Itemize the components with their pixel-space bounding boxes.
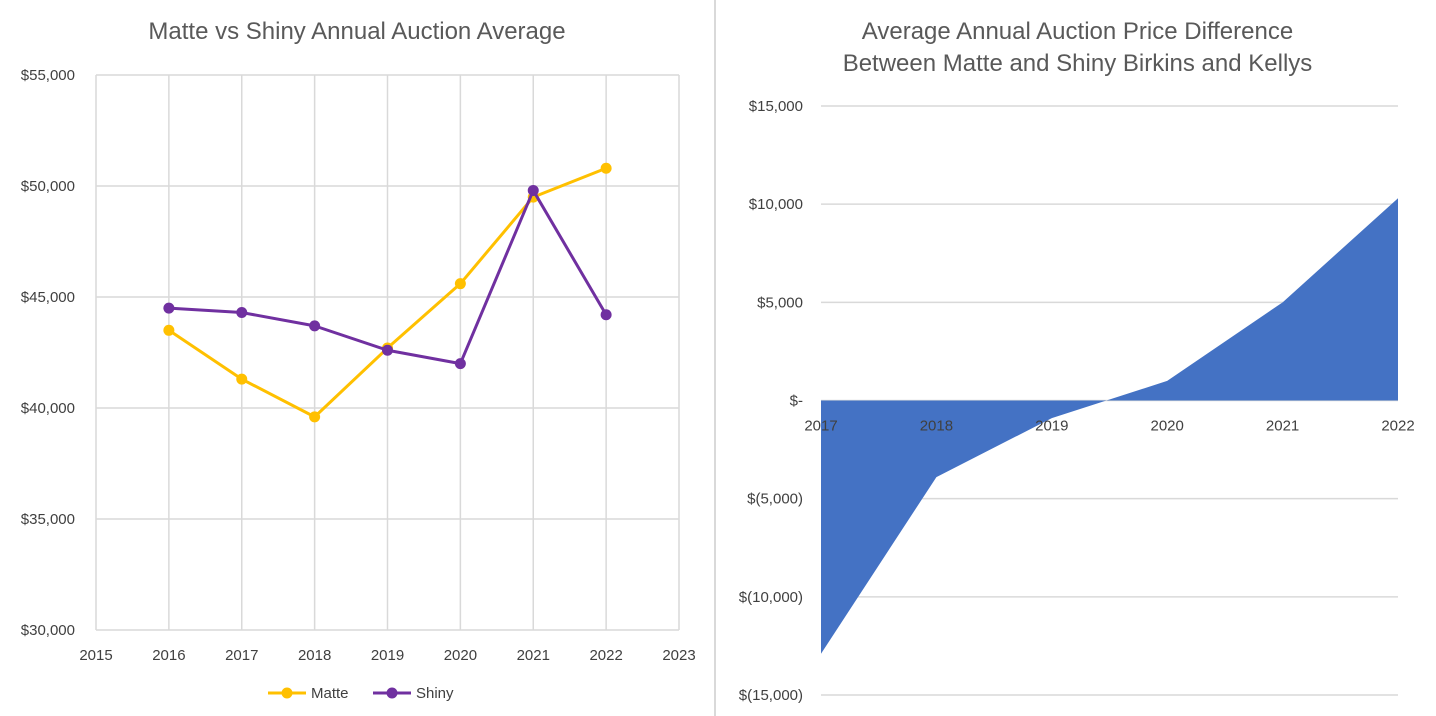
matte-point <box>454 278 466 290</box>
left-x-tick-label: 2020 <box>444 647 477 664</box>
right-chart-title-line-1: Average Annual Auction Price Difference <box>861 18 1294 45</box>
left-chart-title: Matte vs Shiny Annual Auction Average <box>148 18 566 45</box>
shiny-point <box>527 184 539 196</box>
left-y-tick-label: $35,000 <box>21 511 75 528</box>
shiny-legend-marker <box>386 687 398 699</box>
right-x-tick-label: 2019 <box>1035 418 1068 435</box>
left-x-tick-label: 2019 <box>371 647 404 664</box>
right-y-tick-label: $5,000 <box>757 294 803 311</box>
left-legend: Matte Shiny <box>268 685 454 702</box>
right-x-tick-label: 2017 <box>804 418 837 435</box>
shiny-legend-label: Shiny <box>416 685 454 702</box>
right-x-tick-label: 2018 <box>920 418 953 435</box>
right-chart-panel: Average Annual Auction Price Difference … <box>719 0 1436 716</box>
right-x-tick-label: 2022 <box>1381 418 1414 435</box>
matte-point <box>236 373 248 385</box>
left-x-tick-label: 2021 <box>517 647 550 664</box>
matte-point <box>163 324 175 336</box>
shiny-point <box>309 320 321 332</box>
left-y-tick-label: $55,000 <box>21 67 75 84</box>
left-y-tick-label: $40,000 <box>21 400 75 417</box>
shiny-point <box>236 307 248 319</box>
right-x-tick-label: 2021 <box>1266 418 1299 435</box>
right-y-tick-label: $(5,000) <box>747 491 803 508</box>
right-y-tick-label: $10,000 <box>749 196 803 213</box>
left-x-tick-label: 2022 <box>589 647 622 664</box>
right-y-tick-label: $(10,000) <box>739 589 803 606</box>
left-y-tick-label: $30,000 <box>21 622 75 639</box>
right-y-tick-label: $- <box>790 393 803 410</box>
shiny-point <box>600 309 612 321</box>
right-x-tick-label: 2020 <box>1151 418 1184 435</box>
left-line-chart: $30,000 $35,000 $40,000 $45,000 $50,000 $55,0… <box>21 67 696 702</box>
right-chart-title-line-2: Between Matte and Shiny Birkins and Kell… <box>842 50 1313 77</box>
right-area-chart: $(15,000) $(10,000) $(5,000) $- $5,000 $10,00… <box>739 98 1415 704</box>
shiny-point <box>454 358 466 370</box>
left-x-tick-label: 2017 <box>225 647 258 664</box>
matte-point <box>600 162 612 174</box>
shiny-point <box>163 302 175 314</box>
left-x-tick-label: 2018 <box>298 647 331 664</box>
left-x-tick-label: 2023 <box>662 647 695 664</box>
left-x-tick-label: 2016 <box>152 647 185 664</box>
left-y-tick-label: $50,000 <box>21 178 75 195</box>
left-x-tick-label: 2015 <box>79 647 112 664</box>
matte-legend-marker <box>281 687 293 699</box>
right-y-tick-label: $(15,000) <box>739 687 803 704</box>
left-y-tick-label: $45,000 <box>21 289 75 306</box>
difference-area <box>821 198 1398 654</box>
shiny-point <box>382 344 393 356</box>
matte-point <box>309 411 321 423</box>
right-y-tick-label: $15,000 <box>749 98 803 115</box>
matte-legend-label: Matte <box>311 685 349 702</box>
left-chart-panel: Matte vs Shiny Annual Auction Average $3… <box>0 0 716 716</box>
